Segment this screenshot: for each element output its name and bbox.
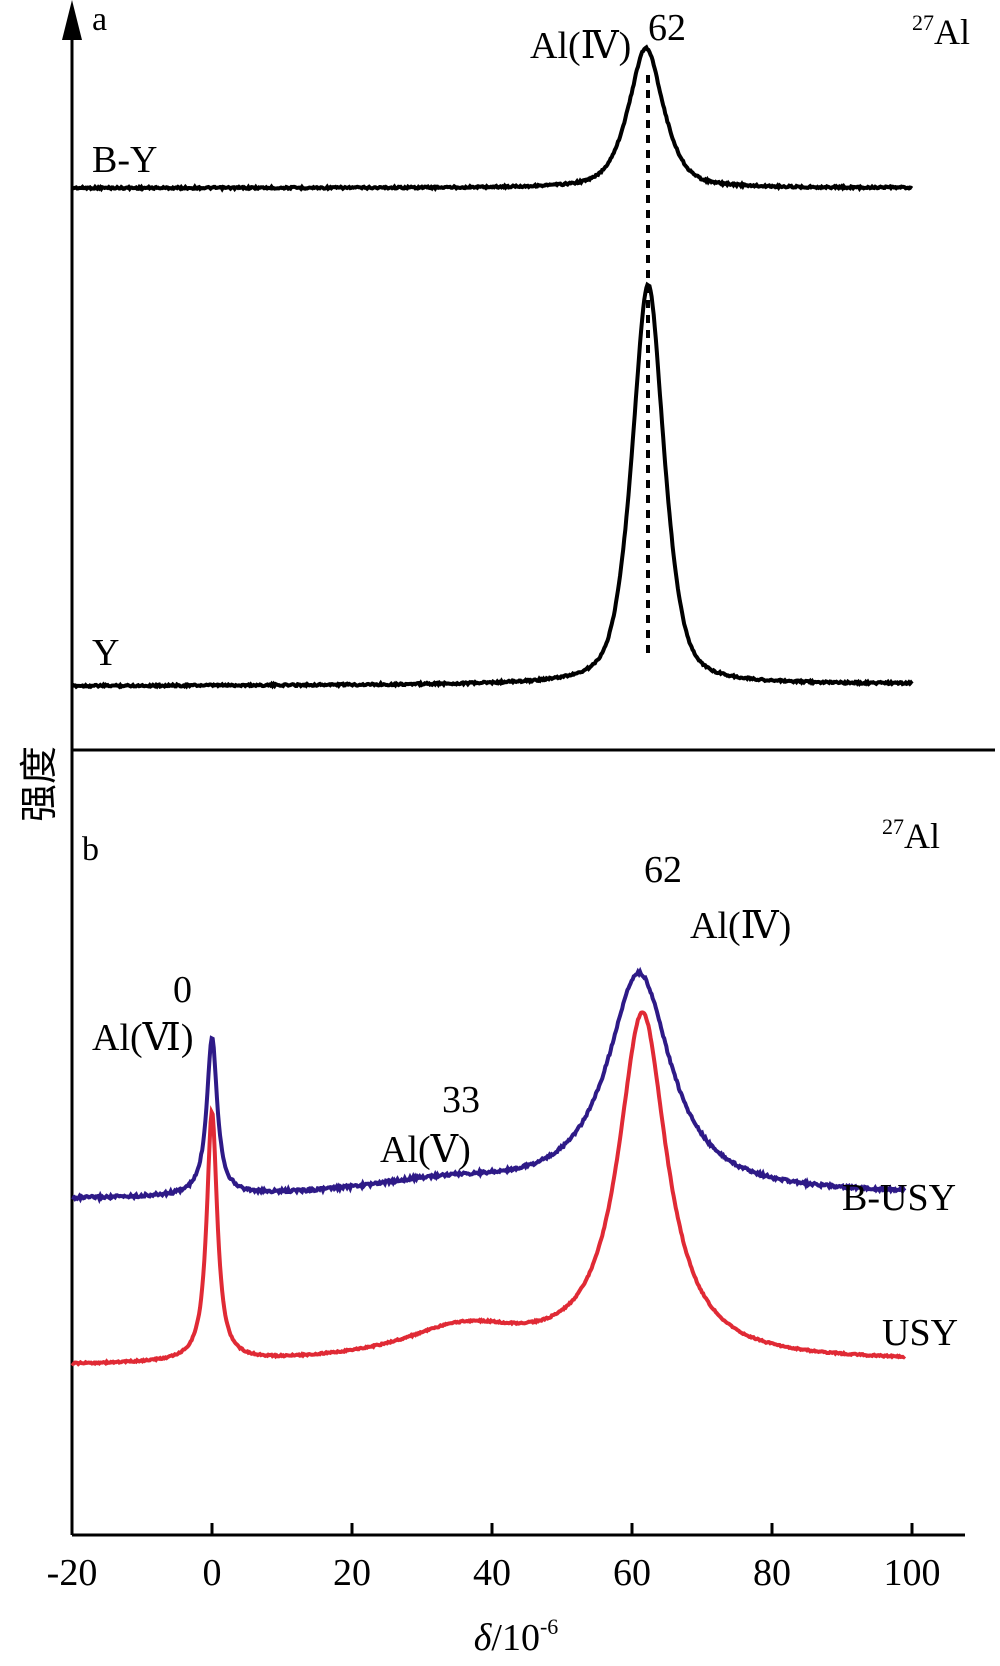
panel-a-nucleus-label: 27Al	[912, 10, 970, 52]
series-label-usy: USY	[882, 1312, 958, 1354]
series-line-usy	[70, 1010, 907, 1367]
series-label-y: Y	[92, 632, 119, 674]
panel-b-nucleus-mass: 27	[882, 814, 904, 839]
series-line-y	[71, 281, 914, 690]
series-label-b-y: B-Y	[92, 139, 157, 181]
annotation-b-al-v: Al(Ⅴ)	[380, 1129, 471, 1171]
x-axis-label-exp: -6	[540, 1614, 558, 1639]
x-axis-label-symbol: δ	[474, 1617, 493, 1659]
x-tick-label: -20	[47, 1552, 98, 1594]
panel-a-nucleus-element: Al	[934, 12, 970, 52]
series-line-b-y	[70, 44, 914, 193]
panel-b-letter: b	[82, 831, 99, 868]
x-axis-ticks: -20 0 20 40 60 80 100	[47, 1523, 941, 1594]
x-tick-label: 0	[203, 1552, 222, 1594]
annotation-a-62: 62	[648, 7, 686, 49]
annotation-b-al-iv: Al(Ⅳ)	[690, 905, 791, 947]
x-axis-label: δ/10-6	[474, 1614, 559, 1659]
annotation-b-62: 62	[644, 849, 682, 891]
annotation-a-al-iv: Al(Ⅳ)	[530, 25, 631, 67]
panel-a-nucleus-mass: 27	[912, 10, 934, 35]
x-tick-label: 80	[753, 1552, 791, 1594]
x-tick-label: 20	[333, 1552, 371, 1594]
x-tick-label: 40	[473, 1552, 511, 1594]
annotation-b-al-vi: Al(Ⅵ)	[92, 1017, 194, 1059]
x-axis-label-unit: /10	[491, 1617, 540, 1659]
y-axis-arrow	[62, 0, 82, 40]
annotation-b-33: 33	[442, 1079, 480, 1121]
panel-a-letter: a	[92, 1, 107, 38]
annotation-b-0: 0	[173, 969, 192, 1011]
panel-b-nucleus-element: Al	[904, 816, 940, 856]
x-tick-label: 100	[884, 1552, 941, 1594]
series-line-b-usy	[71, 966, 907, 1205]
panel-b-nucleus-label: 27Al	[882, 814, 940, 856]
series-label-b-usy: B-USY	[842, 1177, 956, 1219]
x-tick-label: 60	[613, 1552, 651, 1594]
y-axis-label: 强度	[17, 746, 61, 822]
